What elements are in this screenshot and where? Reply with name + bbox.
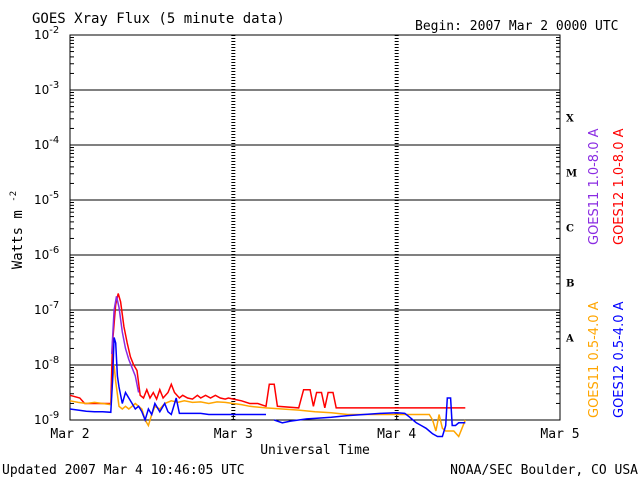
flare-class-label: M	[566, 169, 577, 180]
y-minor-ticks	[70, 37, 560, 404]
y-tick-label: 10-9	[34, 410, 59, 427]
legend-entry: GOES12 0.5-4.0 A	[612, 301, 627, 418]
series-line	[69, 337, 266, 423]
series-line	[110, 296, 140, 393]
day-tick-marks	[69, 35, 561, 420]
x-tick-labels: Mar 2 Mar 3 Mar 4 Mar 5	[50, 427, 579, 442]
legend-entry: GOES11 0.5-4.0 A	[587, 301, 602, 418]
y-axis-label-sup: -2	[9, 191, 19, 202]
y-tick-exp: -3	[49, 80, 59, 91]
y-tick-exp: -4	[49, 135, 59, 146]
legend-entry-label: GOES12 1.0-8.0 A	[612, 128, 627, 245]
grid-lines	[70, 89, 560, 366]
y-tick-exp: -7	[49, 300, 59, 311]
x-tick-label: Mar 5	[540, 427, 579, 442]
y-axis-label: Watts m -2	[9, 191, 26, 269]
svg-text:10-3: 10-3	[34, 80, 59, 97]
legend-entry-label: GOES11 1.0-8.0 A	[587, 128, 602, 245]
series-line	[69, 364, 466, 438]
y-tick-base: 10	[34, 248, 49, 262]
x-tick-label: Mar 4	[377, 427, 416, 442]
x-axis-label: Universal Time	[260, 443, 370, 458]
series-line	[273, 397, 466, 438]
y-tick-label: 10-2	[34, 25, 59, 42]
legend-entry-label: GOES11 0.5-4.0 A	[587, 301, 602, 418]
chart-title: GOES Xray Flux (5 minute data)	[32, 11, 285, 27]
legend-entry: GOES11 1.0-8.0 A	[587, 128, 602, 245]
data-series	[69, 293, 466, 438]
y-tick-label: 10-7	[34, 300, 59, 317]
y-tick-base: 10	[34, 358, 49, 372]
y-tick-exp: -5	[49, 190, 59, 201]
y-tick-exp: -2	[49, 25, 59, 36]
flare-class-labels: X M C B A	[565, 114, 577, 345]
y-tick-label: 10-5	[34, 190, 59, 207]
y-tick-label: 10-3	[34, 80, 59, 97]
y-tick-exp: -6	[49, 245, 59, 256]
flare-class-label: B	[566, 279, 574, 290]
svg-text:10-7: 10-7	[34, 300, 59, 317]
y-tick-label: 10-4	[34, 135, 59, 152]
svg-text:10-5: 10-5	[34, 190, 59, 207]
begin-label: Begin: 2007 Mar 2 0000 UTC	[415, 19, 619, 34]
y-tick-label: 10-8	[34, 355, 59, 372]
flare-class-label: C	[566, 224, 574, 235]
legend-entry: GOES12 1.0-8.0 A	[612, 128, 627, 245]
svg-text:10-9: 10-9	[34, 410, 59, 427]
y-axis-label-text: Watts m	[10, 210, 26, 269]
series-line	[69, 293, 466, 409]
legend: GOES11 1.0-8.0 A GOES12 1.0-8.0 A GOES11 0…	[587, 128, 627, 418]
plot-frame	[69, 34, 561, 421]
svg-text:10-2: 10-2	[34, 25, 59, 42]
x-tick-label: Mar 3	[214, 427, 253, 442]
y-tick-base: 10	[34, 303, 49, 317]
flare-class-label: X	[566, 114, 574, 125]
svg-text:10-4: 10-4	[34, 135, 59, 152]
svg-text:10-6: 10-6	[34, 245, 59, 262]
svg-text:Watts m -2: Watts m -2	[9, 191, 26, 269]
updated-label: Updated 2007 Mar 4 10:46:05 UTC	[2, 463, 245, 478]
y-tick-base: 10	[34, 193, 49, 207]
legend-entry-label: GOES12 0.5-4.0 A	[612, 301, 627, 418]
flare-class-label: A	[565, 334, 574, 345]
y-tick-labels: 10-210-310-410-510-610-710-810-9	[34, 25, 59, 427]
x-tick-label: Mar 2	[50, 427, 89, 442]
y-tick-base: 10	[34, 28, 49, 42]
svg-text:10-8: 10-8	[34, 355, 59, 372]
source-label: NOAA/SEC Boulder, CO USA	[450, 463, 638, 478]
y-tick-exp: -8	[49, 355, 59, 366]
y-tick-label: 10-6	[34, 245, 59, 262]
y-tick-base: 10	[34, 138, 49, 152]
y-tick-base: 10	[34, 413, 49, 427]
y-tick-base: 10	[34, 83, 49, 97]
y-tick-exp: -9	[49, 410, 59, 421]
